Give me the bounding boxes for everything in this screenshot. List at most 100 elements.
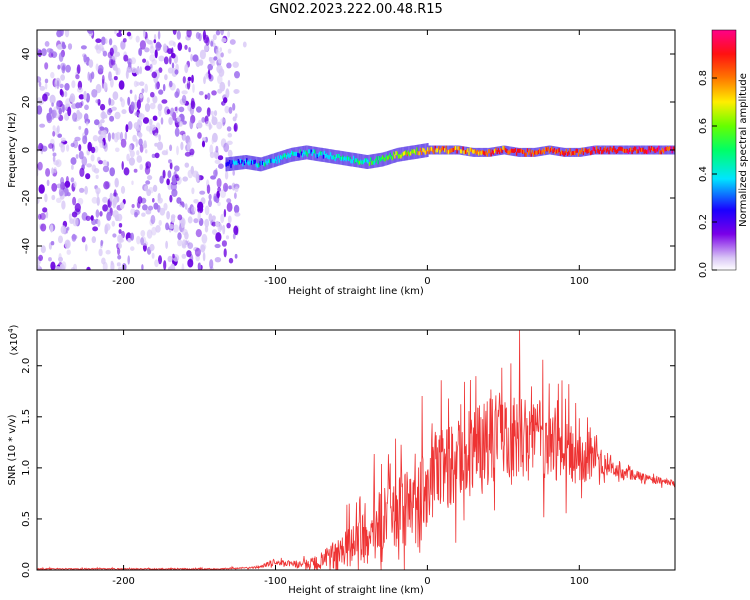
noise-speckle <box>221 37 227 43</box>
track-cell <box>359 160 361 165</box>
track-halo <box>490 147 492 157</box>
track-cell <box>649 148 652 153</box>
noise-speckle <box>37 48 41 56</box>
noise-speckle <box>71 80 76 89</box>
noise-speckle <box>138 132 143 138</box>
noise-speckle <box>163 202 168 211</box>
track-cell <box>394 154 396 159</box>
track-cell <box>651 147 654 152</box>
noise-speckle <box>226 202 233 213</box>
noise-speckle <box>76 64 81 74</box>
noise-speckle <box>68 213 72 221</box>
noise-speckle <box>208 199 212 208</box>
noise-speckle <box>196 106 202 113</box>
noise-speckle <box>134 94 137 102</box>
track-halo <box>242 155 244 170</box>
track-cell <box>593 147 596 152</box>
noise-speckle <box>204 73 210 80</box>
track-cell <box>393 151 395 156</box>
noise-speckle <box>210 40 214 47</box>
track-cell <box>422 147 424 152</box>
noise-speckle <box>57 64 61 70</box>
track-cell <box>483 150 485 155</box>
noise-speckle <box>171 62 175 69</box>
track-cell <box>374 158 377 163</box>
noise-speckle <box>99 211 103 217</box>
noise-speckle <box>176 116 181 122</box>
track-halo <box>368 154 371 169</box>
noise-speckle <box>181 202 185 208</box>
track-cell <box>413 149 416 154</box>
noise-speckle <box>174 127 180 137</box>
noise-speckle <box>136 99 141 110</box>
track-cell <box>427 147 429 152</box>
noise-speckle <box>102 50 108 57</box>
noise-speckle <box>190 100 196 110</box>
noise-speckle <box>48 107 53 114</box>
noise-speckle <box>164 74 168 81</box>
noise-speckle <box>166 178 170 186</box>
noise-speckle <box>217 88 223 94</box>
noise-speckle <box>122 38 127 43</box>
noise-speckle <box>95 63 99 71</box>
track-cell <box>239 158 242 163</box>
noise-speckle <box>117 235 123 240</box>
noise-speckle <box>94 145 99 153</box>
track-cell <box>243 161 246 166</box>
noise-speckle <box>223 97 228 104</box>
noise-speckle <box>86 163 92 168</box>
noise-speckle <box>118 242 122 249</box>
track-cell <box>502 145 504 150</box>
track-cell <box>501 149 503 154</box>
noise-speckle <box>176 145 179 156</box>
noise-speckle <box>113 189 117 197</box>
noise-speckle <box>130 232 135 241</box>
noise-speckle <box>159 175 164 184</box>
noise-speckle <box>219 225 223 231</box>
noise-speckle <box>61 65 66 74</box>
noise-speckle <box>184 44 188 50</box>
noise-speckle <box>204 225 209 233</box>
noise-speckle <box>99 126 105 131</box>
noise-speckle <box>187 258 194 268</box>
track-cell <box>463 150 466 155</box>
track-cell <box>286 155 288 159</box>
noise-speckle <box>117 266 122 270</box>
noise-speckle <box>225 235 230 240</box>
track-cell <box>429 147 432 152</box>
track-cell <box>613 146 615 150</box>
track-cell <box>344 156 347 161</box>
track-cell <box>434 145 436 150</box>
track-cell <box>589 151 592 156</box>
track-cell <box>611 148 614 153</box>
noise-speckle <box>157 103 163 112</box>
track-cell <box>334 157 337 162</box>
track-cell <box>547 146 549 151</box>
track-cell <box>445 145 447 150</box>
track-halo <box>230 156 232 171</box>
noise-speckle <box>78 94 85 100</box>
track-cell <box>577 152 580 157</box>
track-cell <box>545 147 547 151</box>
noise-speckle <box>56 125 60 134</box>
noise-speckle <box>50 261 56 270</box>
noise-speckle <box>208 56 212 62</box>
track-cell <box>449 149 451 154</box>
noise-speckle <box>51 194 56 201</box>
track-cell <box>311 151 314 156</box>
noise-speckle <box>56 197 62 203</box>
noise-speckle <box>221 240 227 247</box>
top-y-tick-label: -40 <box>21 238 32 254</box>
noise-speckle <box>58 235 63 244</box>
noise-speckle <box>126 31 132 37</box>
noise-speckle <box>102 165 110 173</box>
track-cell <box>641 148 643 152</box>
noise-speckle <box>120 98 125 108</box>
noise-speckle <box>158 219 162 226</box>
noise-speckle <box>182 76 186 84</box>
noise-speckle <box>111 55 117 61</box>
noise-speckle <box>75 154 79 159</box>
noise-speckle <box>50 241 55 246</box>
track-cell <box>485 150 487 155</box>
noise-speckle <box>213 195 218 202</box>
